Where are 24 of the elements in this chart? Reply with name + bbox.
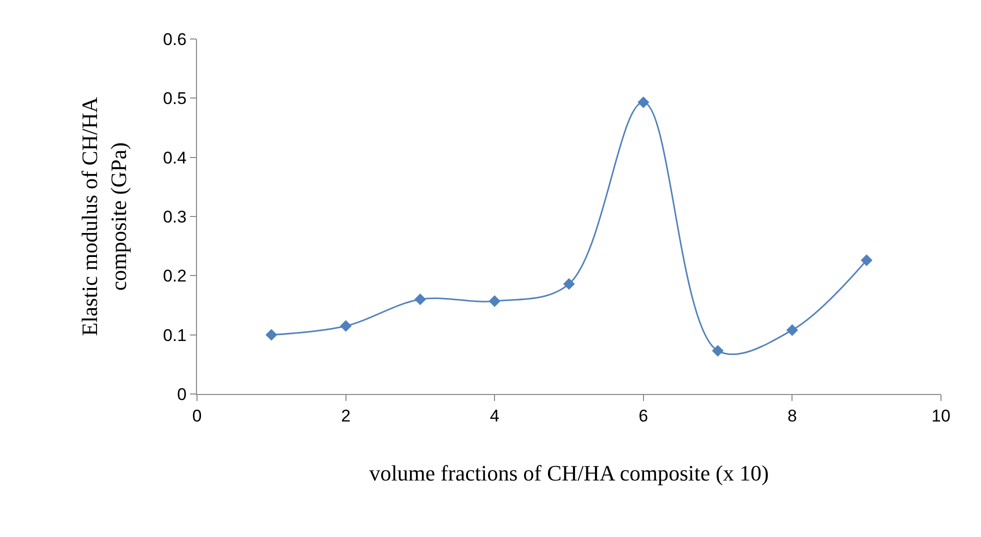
point (414, 293, 426, 306)
y-tick-label: 0.5 (162, 89, 187, 108)
x-tick-label: 10 (932, 406, 950, 426)
point (786, 324, 798, 336)
point (563, 278, 575, 290)
x-tick-label: 0 (192, 406, 202, 426)
y-tick-label: 0.2 (162, 266, 187, 286)
y-tick-label: 0.1 (162, 326, 187, 345)
point (340, 320, 352, 332)
y-axis-title: Elastic modulus of CH/HA composite (GPa) (77, 96, 131, 336)
point (712, 344, 724, 357)
y-tick-label: 0.6 (162, 30, 187, 49)
x-tick-label: 4 (490, 406, 500, 426)
x-tick-label: 6 (638, 406, 648, 426)
point (860, 254, 872, 266)
point (488, 295, 500, 307)
y-tick-label: 0.3 (162, 207, 187, 226)
x-tick-label: 2 (341, 406, 351, 426)
x-axis-title: volume fractions of CH/HA composite (x 10) (369, 460, 769, 486)
y-tick-label: 0.4 (162, 148, 187, 168)
point (266, 328, 278, 341)
x-tick-label: 8 (787, 406, 797, 426)
point (638, 96, 650, 108)
y-tick-label: 0 (177, 384, 187, 404)
